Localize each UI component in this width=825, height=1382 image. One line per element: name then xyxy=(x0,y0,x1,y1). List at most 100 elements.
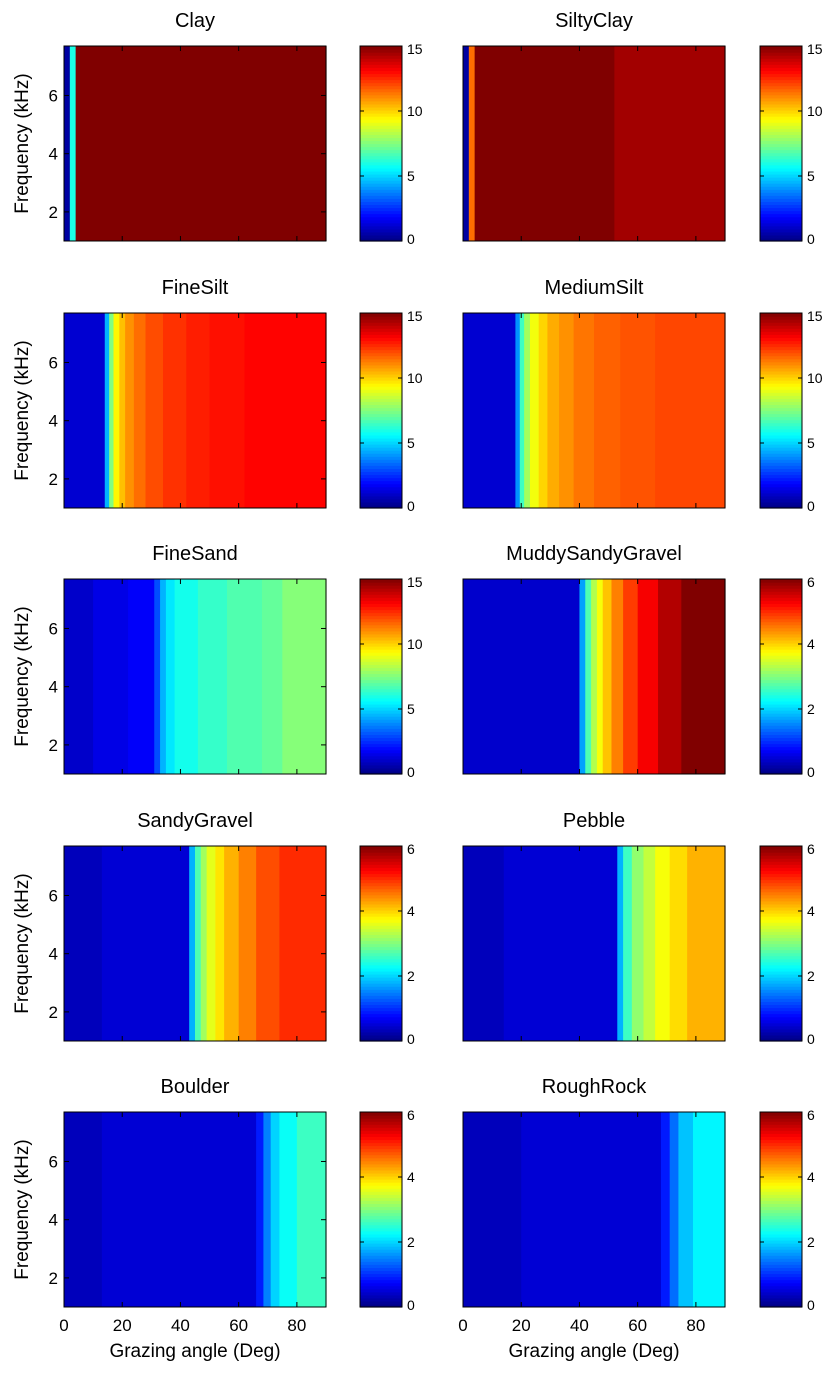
colorbar-segment xyxy=(760,1157,802,1162)
colorbar: 0 5 10 15 xyxy=(759,308,823,514)
colorbar-segment xyxy=(360,943,402,948)
heatmap-band xyxy=(463,46,470,241)
colorbar-segment xyxy=(760,91,802,96)
colorbar-segment xyxy=(360,900,402,905)
colorbar-segment xyxy=(760,1273,802,1278)
heatmap-band xyxy=(631,846,645,1041)
colorbar-segment xyxy=(760,758,802,763)
heatmap-band xyxy=(224,846,240,1041)
colorbar-tick-label: 4 xyxy=(407,1169,415,1185)
colorbar-segment xyxy=(760,337,802,342)
colorbar-segment xyxy=(760,679,802,684)
colorbar-segment xyxy=(360,376,402,381)
colorbar-segment xyxy=(760,946,802,951)
colorbar-segment xyxy=(760,992,802,996)
colorbar-segment xyxy=(360,1233,402,1238)
colorbar-segment xyxy=(360,1136,402,1141)
colorbar-segment xyxy=(760,1133,802,1137)
colorbar-segment xyxy=(760,585,802,589)
heatmap-band xyxy=(145,313,164,508)
colorbar-segment xyxy=(760,468,802,473)
colorbar-tick-label: 4 xyxy=(407,903,415,919)
heatmap-band xyxy=(197,579,228,774)
colorbar-segment xyxy=(360,213,402,218)
heatmap-band xyxy=(261,579,283,774)
x-tick-label: 60 xyxy=(229,1316,248,1335)
colorbar-segment xyxy=(360,1185,402,1189)
colorbar-segment xyxy=(360,173,402,178)
colorbar-segment xyxy=(760,1001,802,1006)
colorbar-segment xyxy=(760,1270,802,1275)
heatmap-band xyxy=(64,579,94,774)
colorbar-segment xyxy=(760,1203,802,1208)
colorbar-segment xyxy=(360,888,402,893)
colorbar-segment xyxy=(760,989,802,993)
colorbar-segment xyxy=(360,743,402,748)
colorbar-segment xyxy=(360,167,402,172)
colorbar-segment xyxy=(760,88,802,93)
heatmap-band xyxy=(594,313,621,508)
colorbar-segment xyxy=(760,767,802,772)
y-tick-label: 2 xyxy=(49,1269,58,1288)
colorbar-segment xyxy=(760,1221,802,1226)
colorbar-segment xyxy=(360,870,402,875)
colorbar-segment xyxy=(760,1172,802,1177)
colorbar-segment xyxy=(760,1112,802,1116)
colorbar-segment xyxy=(760,749,802,754)
colorbar-segment xyxy=(760,1182,802,1186)
colorbar-segment xyxy=(360,192,402,196)
colorbar-segment xyxy=(760,1148,802,1153)
colorbar-segment xyxy=(760,888,802,893)
colorbar-segment xyxy=(760,1121,802,1125)
colorbar-segment xyxy=(360,55,402,59)
colorbar-segment xyxy=(360,380,402,384)
heatmap-band xyxy=(547,313,560,508)
colorbar-segment xyxy=(360,1160,402,1165)
colorbar-segment xyxy=(360,425,402,430)
colorbar-segment xyxy=(760,597,802,601)
colorbar-segment xyxy=(360,116,402,120)
heatmap-band xyxy=(113,313,120,508)
colorbar-segment xyxy=(760,204,802,209)
colorbar-frame xyxy=(759,45,803,242)
colorbar-segment xyxy=(360,928,402,932)
colorbar-segment xyxy=(760,1031,802,1036)
colorbar-segment xyxy=(360,419,402,424)
colorbar-segment xyxy=(360,125,402,129)
colorbar-segment xyxy=(760,664,802,668)
colorbar-segment xyxy=(360,909,402,914)
colorbar: 0 2 4 6 xyxy=(359,841,415,1047)
colorbar-segment xyxy=(360,91,402,96)
heatmap-band xyxy=(174,579,199,774)
colorbar-segment xyxy=(760,1037,802,1042)
colorbar-segment xyxy=(360,652,402,656)
colorbar-segment xyxy=(360,983,402,987)
colorbar-segment xyxy=(360,852,402,856)
colorbar-segment xyxy=(360,998,402,1002)
colorbar-segment xyxy=(760,1276,802,1281)
colorbar-segment xyxy=(760,1154,802,1159)
colorbar-segment xyxy=(360,222,402,227)
colorbar-tick-label: 4 xyxy=(807,1169,815,1185)
colorbar-segment xyxy=(360,1118,402,1122)
colorbar-segment xyxy=(360,1294,402,1299)
colorbar-segment xyxy=(360,980,402,984)
colorbar-segment xyxy=(360,416,402,421)
colorbar-segment xyxy=(360,700,402,705)
heatmap-band xyxy=(660,1112,671,1307)
colorbar-segment xyxy=(360,201,402,206)
colorbar-segment xyxy=(360,437,402,442)
subplot-title: MuddySandyGravel xyxy=(506,543,682,565)
colorbar-segment xyxy=(760,870,802,875)
plot-frame xyxy=(63,45,327,242)
colorbar-segment xyxy=(360,152,402,157)
colorbar-segment xyxy=(760,425,802,430)
heatmap-band xyxy=(538,313,549,508)
colorbar-segment xyxy=(360,710,402,714)
heatmap-band xyxy=(238,846,257,1041)
colorbar-segment xyxy=(360,331,402,335)
colorbar-segment xyxy=(760,646,802,650)
colorbar-segment xyxy=(760,655,802,659)
heatmap-band xyxy=(64,846,103,1041)
colorbar-segment xyxy=(360,755,402,760)
